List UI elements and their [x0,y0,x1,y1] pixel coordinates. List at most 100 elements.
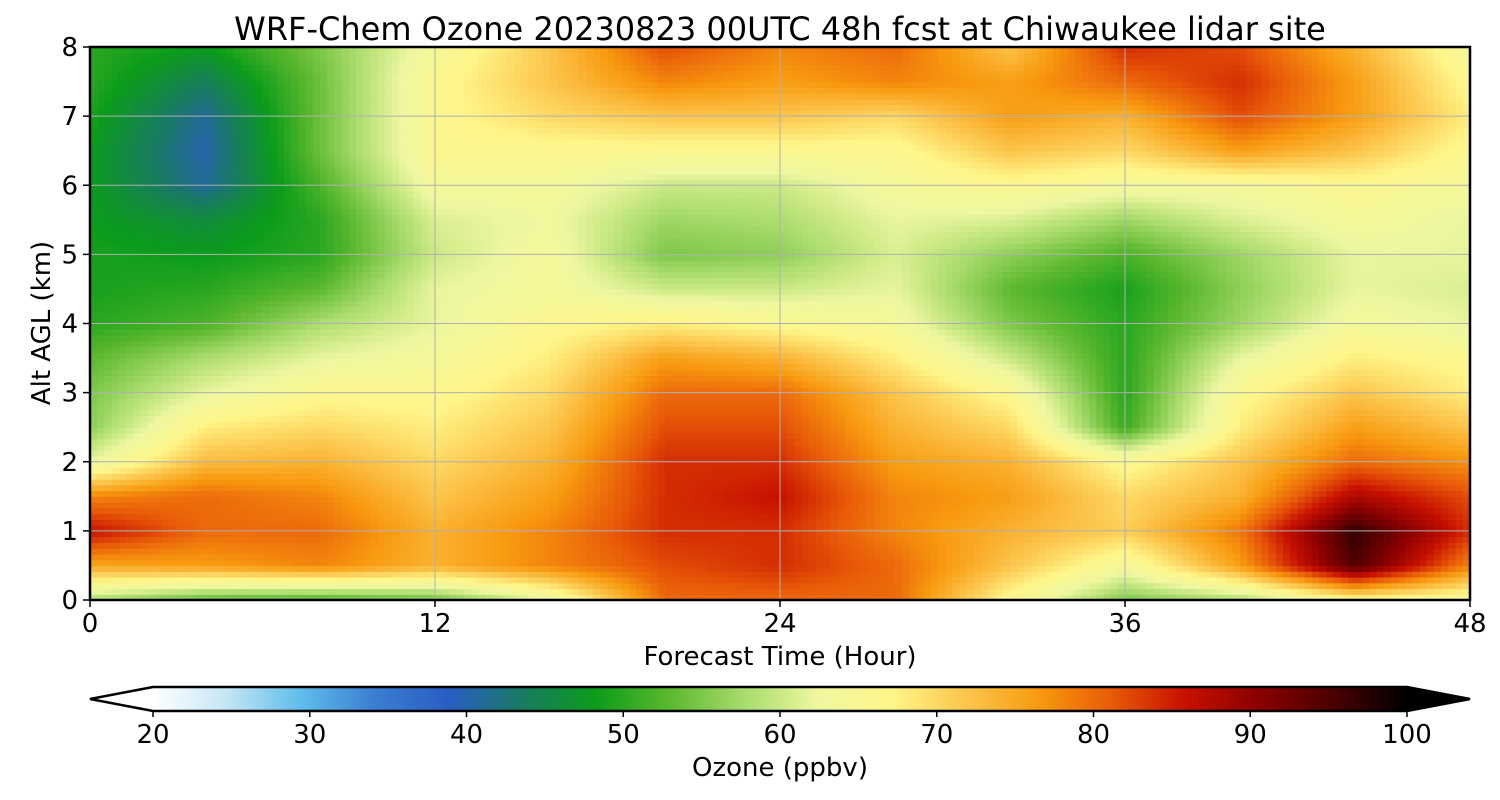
heatmap-cell [406,156,415,163]
heatmap-cell [169,294,177,302]
heatmap-cell [355,104,364,111]
heatmap-cell [226,444,235,451]
heatmap-cell [147,496,156,503]
heatmap-cell [305,559,314,567]
heatmap-cell [449,133,458,140]
heatmap-cell [233,582,242,590]
heatmap-cell [312,311,321,319]
heatmap-cell [420,196,429,204]
heatmap-cell [111,260,120,267]
heatmap-cell [147,582,156,590]
heatmap-cell [312,582,321,590]
heatmap-cell [435,52,443,60]
heatmap-cell [413,58,422,65]
heatmap-cell [248,473,256,480]
heatmap-cell [147,70,156,77]
heatmap-cell [111,173,120,181]
heatmap-cell [190,398,199,405]
heatmap-cell [240,542,249,549]
heatmap-cell [413,214,422,221]
heatmap-cell [190,444,199,451]
heatmap-cell [391,288,400,296]
heatmap-cell [291,530,300,538]
heatmap-cell [248,369,256,376]
heatmap-cell [197,208,206,215]
heatmap-cell [427,421,436,428]
heatmap-cell [420,311,429,319]
heatmap-cell [384,473,393,480]
heatmap-cell [399,277,407,284]
heatmap-cell [377,484,386,492]
heatmap-cell [348,392,357,399]
heatmap-cell [147,502,156,509]
heatmap-cell [363,237,371,244]
heatmap-cell [183,248,192,255]
heatmap-cell [284,588,292,595]
heatmap-cell [334,530,343,538]
heatmap-cell [161,306,170,313]
heatmap-cell [176,553,185,561]
heatmap-cell [176,571,185,578]
heatmap-cell [226,87,235,94]
heatmap-cell [269,507,278,515]
heatmap-cell [240,300,249,307]
heatmap-cell [269,421,278,428]
heatmap-cell [269,502,278,509]
heatmap-cell [420,513,429,520]
heatmap-cell [262,87,271,94]
heatmap-cell [205,553,213,561]
heatmap-cell [111,225,120,232]
heatmap-cell [176,386,185,394]
heatmap-cell [391,167,400,175]
heatmap-cell [413,116,422,123]
heatmap-cell [320,231,328,238]
heatmap-cell [118,335,127,342]
heatmap-cell [341,58,350,65]
heatmap-cell [190,294,199,302]
heatmap-cell [320,421,328,428]
heatmap-cell [212,167,220,175]
heatmap-cell [391,594,400,600]
heatmap-cell [320,237,328,244]
heatmap-cell [262,248,271,255]
heatmap-cell [140,467,149,474]
heatmap-cell [348,421,357,428]
heatmap-cell [125,167,134,175]
heatmap-cell [284,179,292,186]
heatmap-cell [233,277,242,284]
heatmap-cell [97,208,105,215]
heatmap-cell [248,329,256,336]
heatmap-cell [442,432,450,440]
heatmap-cell [262,594,271,600]
heatmap-cell [284,329,292,336]
heatmap-cell [197,116,206,123]
heatmap-cell [97,392,105,399]
heatmap-cell [355,513,364,520]
heatmap-cell [197,196,206,204]
heatmap-cell [341,559,350,567]
heatmap-cell [154,386,163,394]
heatmap-cell [399,502,407,509]
heatmap-cell [197,582,206,590]
heatmap-cell [320,265,328,273]
heatmap-cell [133,421,141,428]
heatmap-cell [154,64,163,71]
heatmap-cell [334,525,343,532]
heatmap-cell [399,576,407,584]
heatmap-cell [456,191,465,198]
heatmap-cell [355,116,364,123]
heatmap-cell [240,392,249,399]
heatmap-cell [456,185,465,192]
heatmap-cell [125,52,134,60]
heatmap-cell [212,363,220,371]
heatmap-cell [312,409,321,417]
heatmap-cell [399,87,407,94]
heatmap-cell [183,369,192,376]
heatmap-cell [183,127,192,135]
heatmap-cell [255,502,264,509]
heatmap-cell [190,121,199,129]
heatmap-cell [147,392,156,399]
heatmap-cell [456,479,465,486]
heatmap-cell [269,455,278,463]
heatmap-cell [312,93,321,100]
